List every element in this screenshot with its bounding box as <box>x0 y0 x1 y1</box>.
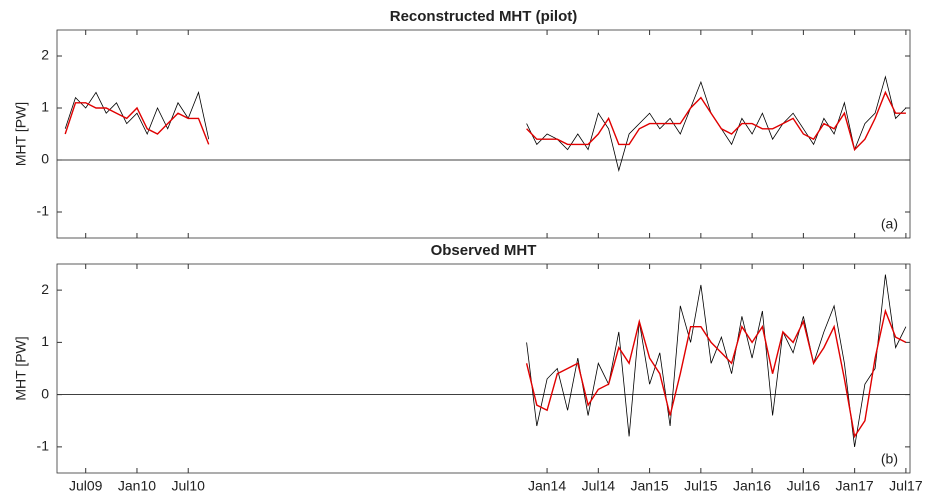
y-tick-label: -1 <box>37 438 50 454</box>
data-line <box>64 90 906 151</box>
panel-title: Reconstructed MHT (pilot) <box>390 8 578 25</box>
y-tick-label: 2 <box>41 281 49 297</box>
x-tick-label: Jan10 <box>118 478 156 494</box>
x-tick-label: Jan15 <box>631 478 669 494</box>
x-tick-label: Jul09 <box>69 478 103 494</box>
data-line <box>525 308 907 439</box>
y-tick-label: 2 <box>41 47 49 63</box>
y-tick-label: 1 <box>41 333 49 349</box>
y-tick-label: -1 <box>37 203 50 219</box>
panel-annotation: (b) <box>881 451 898 467</box>
plot-frame <box>56 263 911 474</box>
y-tick-label: 0 <box>41 151 49 167</box>
x-tick-label: Jan16 <box>733 478 771 494</box>
y-axis-label: MHT [PW] <box>13 336 29 400</box>
x-tick-label: Jul17 <box>889 478 923 494</box>
plot-frame <box>56 29 911 239</box>
x-tick-label: Jul15 <box>684 478 718 494</box>
y-tick-label: 0 <box>41 385 49 401</box>
y-axis-label: MHT [PW] <box>13 102 29 166</box>
x-tick-label: Jul16 <box>787 478 821 494</box>
x-tick-label: Jan17 <box>836 478 874 494</box>
data-line <box>526 274 907 447</box>
x-tick-label: Jul14 <box>582 478 616 494</box>
data-line <box>64 75 907 172</box>
panel-title: Observed MHT <box>431 242 537 259</box>
panel-annotation: (a) <box>881 216 898 232</box>
x-tick-label: Jan14 <box>528 478 566 494</box>
x-tick-label: Jul10 <box>171 478 205 494</box>
y-tick-label: 1 <box>41 99 49 115</box>
